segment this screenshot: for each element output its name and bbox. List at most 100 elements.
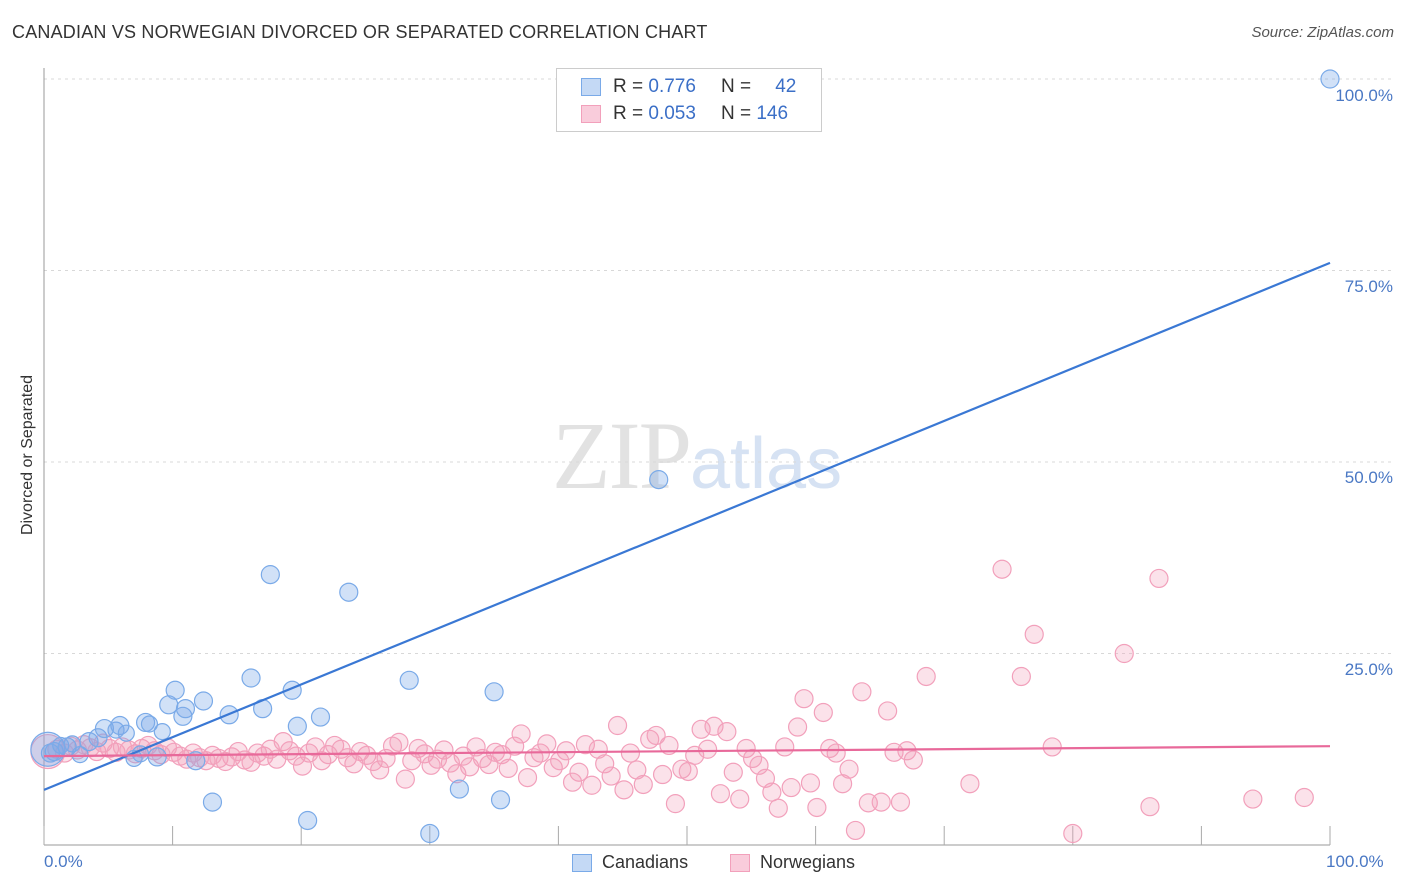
norwegian-point-139 <box>1042 737 1062 757</box>
norwegian-point-92 <box>633 774 653 795</box>
bottom-label-norwegians: Norwegians <box>760 852 856 872</box>
norwegian-point-68 <box>479 754 499 775</box>
norwegian-point-124 <box>839 759 859 779</box>
norwegian-point-126 <box>852 682 872 702</box>
y-tick-label-75: 75.0% <box>1344 277 1393 296</box>
norwegian-point-72 <box>505 736 525 756</box>
canadian-point-23 <box>193 691 214 711</box>
norwegian-point-73 <box>511 724 531 744</box>
canadian-point-26 <box>241 668 261 688</box>
norwegian-point-108 <box>736 738 756 759</box>
norwegian-point-135 <box>960 774 980 794</box>
norwegian-point-87 <box>601 766 621 786</box>
norwegian-point-140 <box>1063 823 1083 844</box>
norwegian-point-99 <box>678 761 698 782</box>
legend-row-norwegians: R = 0.053 N = 146 <box>581 101 796 127</box>
bottom-label-canadians: Canadians <box>602 852 689 872</box>
canadian-trend-line <box>43 261 1331 791</box>
norwegian-point-138 <box>1024 624 1044 644</box>
canadian-point-35 <box>420 823 440 844</box>
norwegian-point-88 <box>607 715 628 736</box>
canadian-point-31 <box>298 810 318 831</box>
canadian-point-24 <box>202 792 223 812</box>
source-label: Source: ZipAtlas.com <box>1251 24 1394 41</box>
norwegian-point-71 <box>498 758 518 779</box>
canadian-point-33 <box>339 582 359 602</box>
canadian-point-40 <box>1320 69 1340 89</box>
norwegian-point-95 <box>652 764 673 785</box>
norwegian-point-54 <box>389 732 409 752</box>
legend-swatch-canadians <box>581 78 601 96</box>
canadian-point-21 <box>175 699 196 719</box>
canadian-point-20 <box>173 706 193 726</box>
legend-r-label-2: R = <box>613 103 644 124</box>
norwegian-point-51 <box>370 760 390 780</box>
norwegian-point-119 <box>807 797 827 818</box>
bottom-legend-canadians: Canadians <box>572 852 688 873</box>
y-tick-label-100: 100.0% <box>1335 86 1393 105</box>
canadian-point-37 <box>484 682 504 702</box>
legend-row-canadians: R = 0.776 N = 42 <box>581 74 796 100</box>
norwegian-point-74 <box>517 767 538 788</box>
norwegian-point-131 <box>890 792 911 812</box>
norwegian-point-134 <box>916 666 936 687</box>
norwegian-point-120 <box>813 702 833 723</box>
y-tick-label-50: 50.0% <box>1344 468 1393 487</box>
canadian-point-38 <box>490 790 511 810</box>
norwegian-point-144 <box>1243 789 1263 809</box>
canadian-point-32 <box>310 707 331 727</box>
canadian-point-17 <box>153 723 171 741</box>
norwegian-point-128 <box>871 792 891 812</box>
legend-swatch-norwegians <box>581 105 601 123</box>
norwegian-point-118 <box>800 773 821 793</box>
canadian-point-0 <box>30 731 66 767</box>
watermark-atlas: atlas <box>690 424 843 504</box>
canadian-point-19 <box>165 680 185 700</box>
canadian-point-34 <box>399 670 419 690</box>
norwegian-point-137 <box>1011 666 1031 687</box>
norwegian-point-89 <box>614 780 634 800</box>
bottom-legend-norwegians: Norwegians <box>730 852 855 873</box>
norwegian-point-103 <box>704 716 724 736</box>
norwegian-point-86 <box>595 754 615 774</box>
bottom-swatch-canadians <box>572 853 592 872</box>
canadian-point-15 <box>140 715 159 733</box>
norwegian-point-125 <box>845 820 866 841</box>
norwegian-point-102 <box>697 739 718 759</box>
norwegian-point-66 <box>466 737 486 757</box>
watermark: ZIPatlas <box>552 400 842 511</box>
norwegian-point-83 <box>575 735 596 755</box>
legend-n-label: N = <box>720 76 752 97</box>
norwegian-point-143 <box>1149 568 1169 589</box>
norwegian-point-97 <box>665 794 686 814</box>
norwegian-point-117 <box>794 689 814 709</box>
norwegian-point-145 <box>1294 787 1314 808</box>
legend-r-value-canadians: 0.776 <box>648 76 696 97</box>
norwegian-point-82 <box>569 762 589 782</box>
canadian-point-36 <box>449 779 469 799</box>
norwegian-point-94 <box>646 725 666 746</box>
norwegian-point-96 <box>659 735 679 756</box>
canadian-point-28 <box>260 565 280 585</box>
canadian-point-41 <box>40 743 61 763</box>
bottom-swatch-norwegians <box>730 853 750 872</box>
norwegian-point-129 <box>878 701 898 721</box>
legend-n-value-norwegians: 146 <box>756 103 789 124</box>
norwegian-point-55 <box>395 769 415 789</box>
norwegian-point-142 <box>1140 797 1160 817</box>
canadian-point-39 <box>649 470 669 490</box>
norwegian-point-80 <box>556 741 576 761</box>
legend-n-label-2: N = <box>720 103 752 124</box>
norwegian-point-105 <box>717 722 737 742</box>
canadian-point-16 <box>147 747 167 767</box>
norwegian-point-90 <box>620 743 641 763</box>
norwegian-point-84 <box>582 775 602 795</box>
norwegian-point-112 <box>762 782 782 802</box>
correlation-legend: R = 0.776 N = 42 R = 0.053 N = 146 <box>556 68 822 132</box>
norwegian-point-115 <box>781 777 801 798</box>
canadian-point-30 <box>287 716 307 736</box>
chart-title: CANADIAN VS NORWEGIAN DIVORCED OR SEPARA… <box>12 22 708 42</box>
legend-r-label: R = <box>613 76 644 97</box>
norwegian-point-116 <box>787 717 808 737</box>
